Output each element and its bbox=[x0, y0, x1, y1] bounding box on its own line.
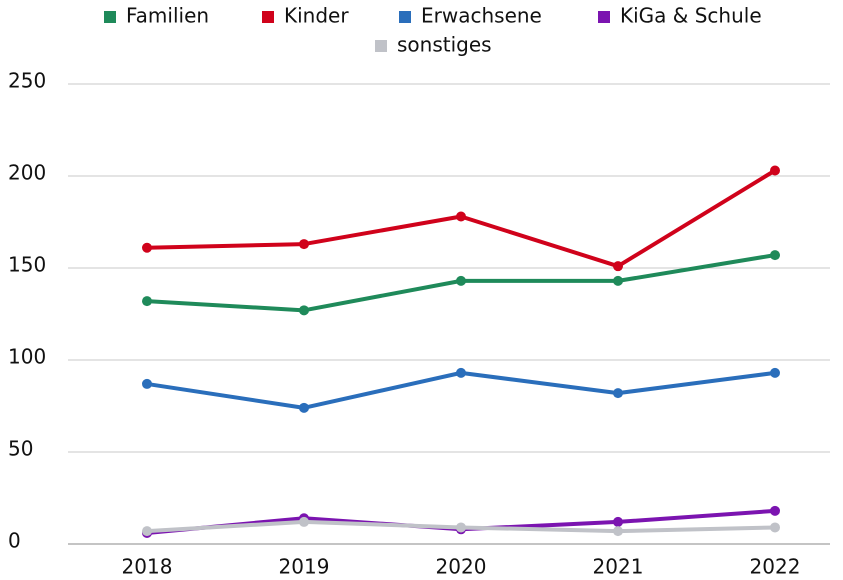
y-tick-label: 200 bbox=[8, 161, 46, 185]
data-point bbox=[142, 296, 152, 307]
y-tick-label: 100 bbox=[8, 345, 46, 369]
data-point bbox=[456, 211, 466, 222]
data-point bbox=[613, 516, 623, 527]
data-point bbox=[299, 239, 309, 250]
legend-label: Familien bbox=[126, 4, 209, 28]
y-tick-label: 50 bbox=[8, 437, 33, 461]
data-point bbox=[613, 261, 623, 272]
data-point bbox=[770, 522, 780, 533]
legend-label: sonstiges bbox=[397, 33, 492, 57]
data-point bbox=[613, 526, 623, 537]
legend-label: Erwachsene bbox=[421, 4, 542, 28]
data-point bbox=[142, 378, 152, 389]
data-point bbox=[456, 275, 466, 286]
data-point bbox=[299, 305, 309, 316]
legend-swatch bbox=[598, 11, 610, 23]
data-point bbox=[770, 250, 780, 261]
legend-swatch bbox=[262, 11, 274, 23]
y-tick-label: 150 bbox=[8, 253, 46, 277]
x-tick-label: 2021 bbox=[593, 555, 644, 579]
data-point bbox=[456, 522, 466, 533]
data-point bbox=[299, 402, 309, 413]
legend-swatch bbox=[104, 11, 116, 23]
y-tick-label: 250 bbox=[8, 69, 46, 93]
data-point bbox=[456, 367, 466, 378]
legend-label: Kinder bbox=[284, 4, 349, 28]
x-tick-label: 2019 bbox=[279, 555, 330, 579]
series-line bbox=[146, 370, 776, 410]
legend-label: KiGa & Schule bbox=[620, 4, 762, 28]
data-point bbox=[613, 275, 623, 286]
data-point bbox=[770, 367, 780, 378]
legend-swatch bbox=[399, 11, 411, 23]
y-tick-label: 0 bbox=[8, 529, 21, 553]
data-point bbox=[142, 242, 152, 253]
x-tick-label: 2020 bbox=[436, 555, 487, 579]
data-point bbox=[142, 526, 152, 537]
legend-swatch bbox=[375, 40, 387, 52]
x-tick-label: 2022 bbox=[750, 555, 801, 579]
data-point bbox=[770, 505, 780, 516]
data-point bbox=[299, 516, 309, 527]
x-tick-label: 2018 bbox=[122, 555, 173, 579]
data-point bbox=[770, 165, 780, 176]
data-point bbox=[613, 388, 623, 399]
